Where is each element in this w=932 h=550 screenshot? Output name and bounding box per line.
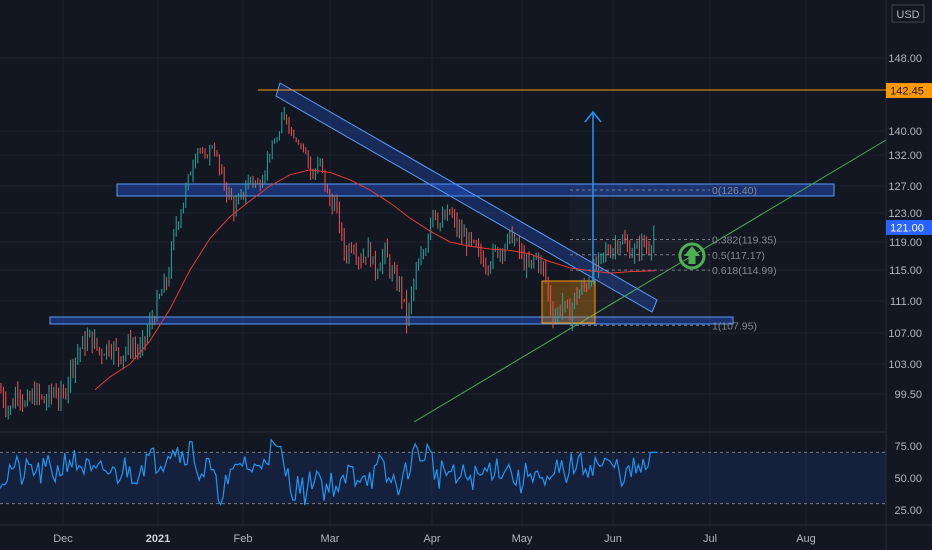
time-tick-label: Mar — [321, 533, 340, 545]
fib-levels: 0(126.40) 0.382(119.35) 0.5(117.17) 0.618(1… — [570, 185, 777, 332]
price-axis[interactable]: 148.00 140.00 132.00 127.00 123.00 119.00 115.… — [888, 53, 922, 517]
price-bars — [0, 106, 655, 420]
time-tick-label: Jun — [604, 533, 622, 545]
price-tick-label: 119.00 — [889, 237, 922, 249]
price-tick-label: 123.00 — [888, 208, 922, 220]
up-arrow-icon[interactable] — [678, 242, 706, 270]
last-price-badge: 121.00 — [886, 220, 932, 235]
price-tick-label: 115.00 — [889, 265, 922, 277]
currency-text: USD — [896, 9, 919, 21]
time-tick-label: Aug — [796, 533, 816, 545]
support-zone[interactable] — [49, 316, 734, 325]
currency-label[interactable]: USD — [891, 4, 925, 23]
price-tick-label: 140.00 — [888, 126, 922, 138]
time-tick-label: May — [512, 533, 533, 545]
time-tick-label: Feb — [234, 533, 253, 545]
fib-level-label: 0.382(119.35) — [712, 234, 777, 246]
rsi-tick-label: 50.00 — [894, 473, 922, 485]
rsi-tick-label: 75.00 — [894, 441, 922, 453]
rsi-band — [0, 452, 886, 504]
fib-level-label: 0.5(117.17) — [712, 250, 765, 262]
fib-level-label: 1(107.95) — [712, 320, 757, 332]
time-tick-label: Jul — [703, 533, 717, 545]
rsi-line — [0, 438, 658, 506]
time-tick-label: Apr — [423, 533, 440, 545]
resistance-price-badge: 142.45 — [886, 83, 932, 98]
last-price-badge-text: 121.00 — [890, 223, 924, 235]
resistance-badge-text: 142.45 — [890, 86, 924, 98]
fib-level-label: 0(126.40) — [712, 185, 757, 197]
rsi-pane — [0, 438, 886, 506]
time-tick-label: Dec — [53, 533, 73, 545]
price-tick-label: 99.50 — [894, 389, 922, 401]
rsi-tick-label: 25.00 — [894, 505, 922, 517]
price-tick-label: 148.00 — [888, 53, 922, 65]
price-tick-label: 107.00 — [888, 328, 922, 340]
price-tick-label: 103.00 — [888, 359, 922, 371]
price-tick-label: 111.00 — [890, 296, 922, 308]
target-arrow[interactable] — [584, 110, 602, 282]
time-axis[interactable]: Dec 2021 Feb Mar Apr May Jun Jul Aug — [53, 533, 816, 545]
moving-average-line — [94, 169, 656, 391]
time-tick-label: 2021 — [146, 533, 170, 545]
fib-level-label: 0.618(114.99) — [712, 265, 777, 277]
descending-trend-channel[interactable] — [275, 82, 658, 313]
price-tick-label: 127.00 — [888, 181, 922, 193]
price-tick-label: 132.00 — [888, 150, 922, 162]
ascending-trendline[interactable] — [413, 139, 887, 423]
